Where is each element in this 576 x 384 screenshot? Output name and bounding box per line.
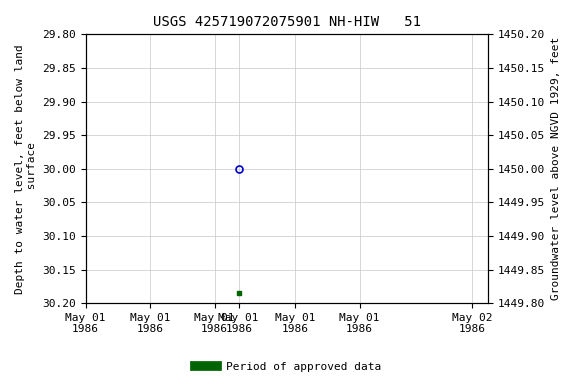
Y-axis label: Depth to water level, feet below land
 surface: Depth to water level, feet below land su…	[15, 44, 37, 294]
Y-axis label: Groundwater level above NGVD 1929, feet: Groundwater level above NGVD 1929, feet	[551, 37, 561, 300]
Title: USGS 425719072075901 NH-HIW   51: USGS 425719072075901 NH-HIW 51	[153, 15, 421, 29]
Legend: Period of approved data: Period of approved data	[191, 358, 385, 377]
